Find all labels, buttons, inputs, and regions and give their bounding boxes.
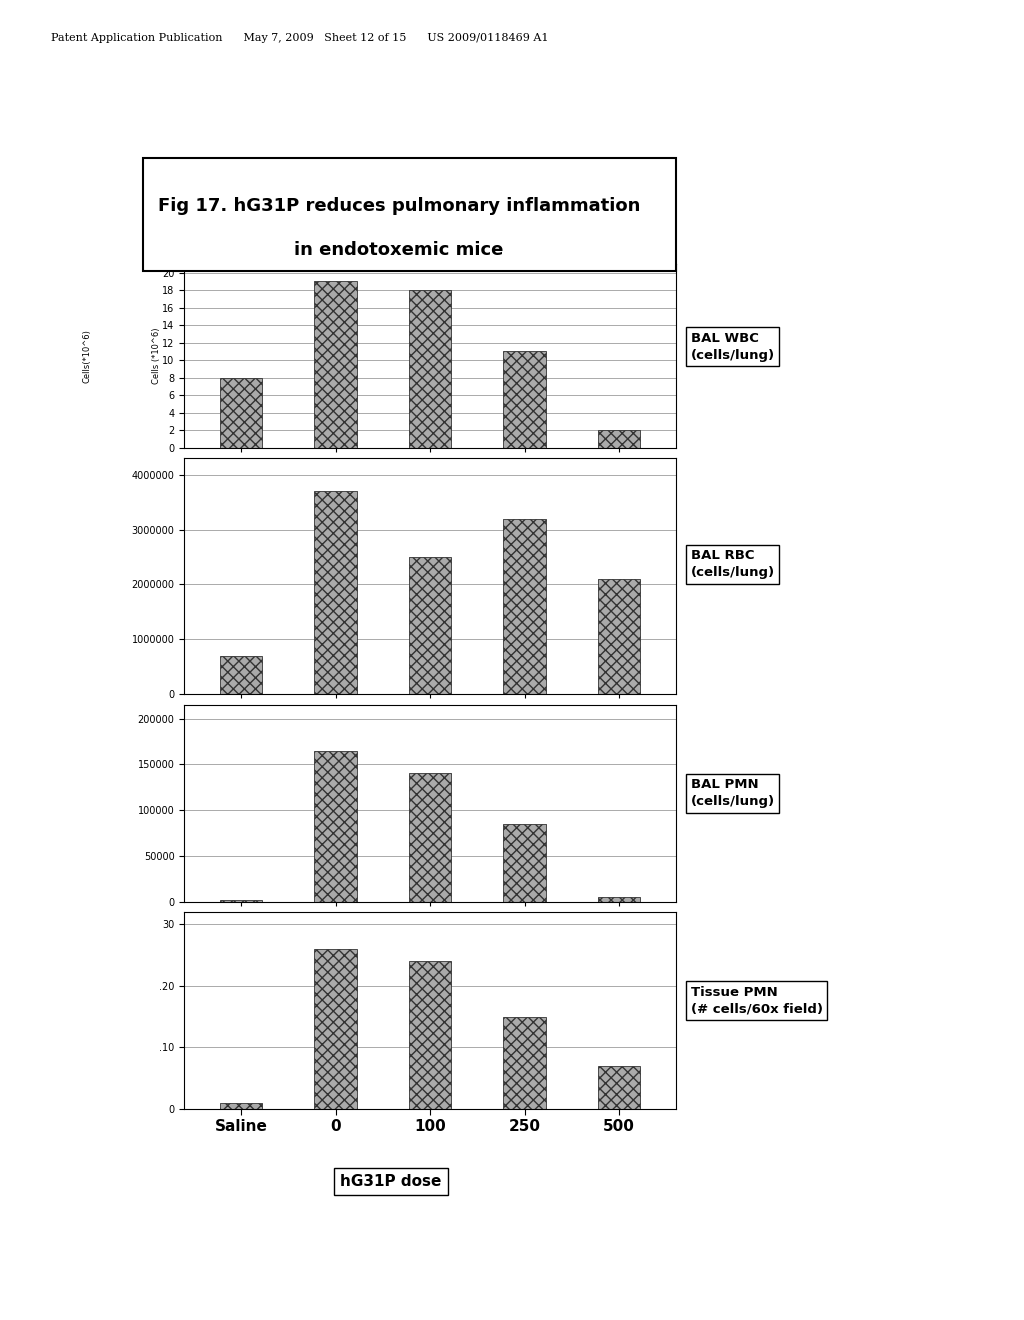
Text: BAL RBC
(cells/lung): BAL RBC (cells/lung)	[690, 549, 775, 579]
FancyBboxPatch shape	[143, 158, 676, 271]
Bar	[314, 491, 356, 694]
Bar	[314, 751, 356, 902]
Bar	[504, 824, 546, 902]
Bar	[409, 557, 452, 694]
Bar	[504, 519, 546, 694]
Text: BAL WBC
(cells/lung): BAL WBC (cells/lung)	[690, 331, 775, 362]
Text: Fig 17. hG31P reduces pulmonary inflammation: Fig 17. hG31P reduces pulmonary inflamma…	[158, 197, 640, 215]
Text: BAL PMN
(cells/lung): BAL PMN (cells/lung)	[690, 779, 775, 808]
Bar	[220, 900, 262, 902]
Bar	[220, 1102, 262, 1109]
Bar	[409, 961, 452, 1109]
Text: hG31P dose: hG31P dose	[340, 1173, 441, 1189]
Bar	[314, 949, 356, 1109]
Text: Patent Application Publication      May 7, 2009   Sheet 12 of 15      US 2009/01: Patent Application Publication May 7, 20…	[51, 33, 549, 44]
Bar	[220, 378, 262, 447]
Bar	[504, 1016, 546, 1109]
Bar	[409, 774, 452, 902]
Bar	[220, 656, 262, 694]
Y-axis label: Cells (*10^6): Cells (*10^6)	[152, 327, 161, 384]
Text: in endotoxemic mice: in endotoxemic mice	[294, 242, 504, 260]
Bar	[504, 351, 546, 447]
Text: Tissue PMN
(# cells/60x field): Tissue PMN (# cells/60x field)	[690, 986, 822, 1015]
Bar	[598, 579, 640, 694]
Bar	[598, 430, 640, 447]
Bar	[598, 1065, 640, 1109]
Text: Cells(*10^6): Cells(*10^6)	[83, 329, 91, 383]
Bar	[598, 898, 640, 902]
Bar	[314, 281, 356, 447]
Bar	[409, 290, 452, 447]
